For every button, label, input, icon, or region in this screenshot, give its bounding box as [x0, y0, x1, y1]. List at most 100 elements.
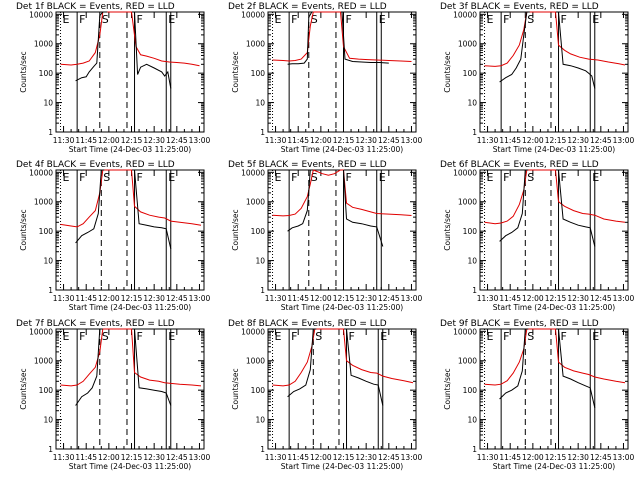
- y-tick-label: 1000: [458, 357, 477, 366]
- y-tick-label: 100: [39, 386, 54, 395]
- x-tick-label: 12:30: [355, 453, 377, 462]
- y-tick-label: 100: [251, 386, 266, 395]
- marker-label: E: [487, 171, 494, 184]
- y-tick-label: 1000: [246, 357, 265, 366]
- y-axis-label: Counts/sec: [443, 51, 452, 92]
- x-tick-label: 12:30: [143, 453, 165, 462]
- lld-series-line: [484, 169, 626, 225]
- x-tick-label: 11:30: [265, 136, 287, 145]
- marker-label: F: [561, 330, 567, 343]
- marker-label: E: [379, 13, 386, 26]
- marker-label: E: [380, 330, 387, 343]
- y-tick-label: 10000: [453, 168, 477, 177]
- x-tick-label: 12:15: [121, 453, 143, 462]
- x-axis-label: Start Time (24-Dec-03 11:25:00): [69, 145, 191, 154]
- marker-label: E: [63, 171, 70, 184]
- y-axis-label: Counts/sec: [19, 51, 28, 92]
- y-tick-label: 10: [255, 416, 265, 425]
- detector-panel-1: Det 1f BLACK = Events, RED = LLD 1 10 100 10…: [16, 2, 210, 154]
- marker-label: F: [503, 13, 509, 26]
- x-tick-label: 13:00: [189, 294, 211, 303]
- panel-title: Det 9f BLACK = Events, RED = LLD: [440, 319, 599, 329]
- x-tick-label: 12:00: [310, 453, 332, 462]
- marker-label: F: [137, 171, 143, 184]
- x-tick-label: 13:00: [401, 294, 423, 303]
- x-tick-label: 11:30: [53, 453, 75, 462]
- marker-label: S: [311, 13, 318, 26]
- x-tick-label: 11:30: [477, 136, 499, 145]
- marker-label: E: [592, 13, 599, 26]
- events-series-line: [287, 169, 314, 232]
- marker-label: E: [379, 171, 386, 184]
- y-axis-label: Counts/sec: [231, 51, 240, 92]
- events-series-line: [287, 11, 313, 65]
- y-tick-label: 100: [463, 386, 478, 395]
- x-tick-label: 12:00: [310, 136, 332, 145]
- events-series-line: [346, 328, 384, 406]
- x-axis-label: Start Time (24-Dec-03 11:25:00): [493, 303, 615, 312]
- marker-label: F: [349, 330, 355, 343]
- x-tick-label: 12:15: [545, 136, 567, 145]
- marker-label: E: [592, 330, 599, 343]
- y-tick-label: 1: [48, 445, 53, 454]
- x-tick-label: 13:00: [189, 453, 211, 462]
- detector-panel-9: Det 9f BLACK = Events, RED = LLD 1 10 100 10…: [440, 319, 634, 471]
- detector-panel-6: Det 6f BLACK = Events, RED = LLD 1 10 100 10…: [440, 160, 634, 312]
- x-axis-label: Start Time (24-Dec-03 11:25:00): [281, 145, 403, 154]
- x-tick-label: 11:30: [477, 453, 499, 462]
- plot-frame: [267, 169, 417, 291]
- marker-label: E: [275, 13, 282, 26]
- x-tick-label: 12:30: [567, 453, 589, 462]
- x-tick-label: 11:45: [287, 136, 309, 145]
- y-tick-label: 100: [463, 69, 478, 78]
- x-tick-label: 12:45: [378, 453, 400, 462]
- x-tick-label: 12:30: [567, 294, 589, 303]
- events-series-line: [75, 11, 108, 82]
- x-tick-label: 11:45: [75, 294, 97, 303]
- y-tick-label: 1000: [34, 357, 53, 366]
- marker-label: F: [137, 330, 143, 343]
- x-axis-label: Start Time (24-Dec-03 11:25:00): [69, 462, 191, 471]
- detector-panel-2: Det 2f BLACK = Events, RED = LLD 1 10 100 10…: [228, 2, 422, 154]
- x-tick-label: 11:30: [53, 294, 75, 303]
- y-tick-label: 1000: [246, 40, 265, 49]
- marker-label: S: [315, 330, 322, 343]
- events-series-line: [499, 11, 530, 83]
- y-tick-label: 1: [260, 445, 265, 454]
- y-tick-label: 1: [260, 286, 265, 295]
- x-axis-label: Start Time (24-Dec-03 11:25:00): [69, 303, 191, 312]
- x-tick-label: 13:00: [401, 453, 423, 462]
- events-series-line: [558, 11, 596, 89]
- y-tick-label: 100: [39, 69, 54, 78]
- events-series-line: [558, 328, 596, 409]
- lld-series-line: [60, 328, 202, 387]
- marker-label: E: [487, 13, 494, 26]
- plot-frame: [267, 328, 417, 450]
- lld-series-line: [484, 328, 626, 386]
- y-tick-label: 10000: [241, 168, 265, 177]
- x-tick-label: 12:30: [355, 294, 377, 303]
- plot-frame: [479, 328, 629, 450]
- marker-label: E: [63, 13, 70, 26]
- x-tick-label: 11:30: [265, 294, 287, 303]
- x-tick-label: 12:15: [545, 453, 567, 462]
- y-tick-label: 1000: [34, 198, 53, 207]
- x-tick-label: 13:00: [613, 453, 635, 462]
- y-tick-label: 1000: [246, 198, 265, 207]
- x-tick-label: 12:30: [143, 294, 165, 303]
- plot-frame: [55, 328, 205, 450]
- events-series-line: [75, 328, 103, 406]
- y-tick-label: 1: [48, 128, 53, 137]
- plot-frame: [55, 11, 205, 133]
- events-series-line: [134, 169, 172, 250]
- marker-label: S: [527, 13, 534, 26]
- marker-label: F: [291, 171, 297, 184]
- events-series-line: [134, 328, 172, 406]
- marker-label: E: [487, 330, 494, 343]
- events-series-line: [134, 11, 172, 89]
- y-tick-label: 1: [260, 128, 265, 137]
- y-tick-label: 100: [251, 69, 266, 78]
- y-axis-label: Counts/sec: [443, 368, 452, 409]
- y-tick-label: 1: [472, 286, 477, 295]
- y-tick-label: 10000: [241, 327, 265, 336]
